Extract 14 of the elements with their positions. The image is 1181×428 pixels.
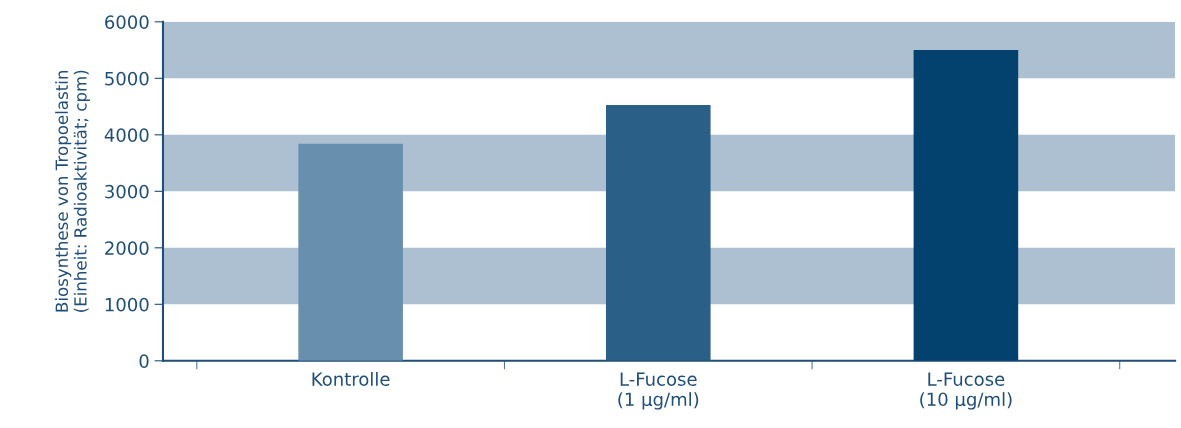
y-tick-label: 6000	[105, 15, 149, 29]
y-axis-title: Biosynthese von Tropoelastin (Einheit: Radioaktivität; cpm)	[55, 70, 90, 312]
bar	[913, 50, 1019, 361]
bar	[605, 104, 711, 361]
y-tick-label: 4000	[104, 128, 149, 142]
x-tick-label: L-Fucose (1 µg/ml)	[618, 372, 699, 410]
y-tick-label: 2000	[105, 241, 149, 255]
y-tick-label: 1000	[105, 297, 149, 312]
x-tick-label: Kontrolle	[312, 371, 390, 386]
bar	[298, 143, 403, 361]
x-tick-label: L-Fucose (10 µg/ml)	[920, 372, 1012, 410]
y-tick-label: 0	[139, 354, 149, 368]
y-tick-label: 5000	[105, 71, 149, 86]
y-tick-label: 3000	[105, 184, 149, 199]
